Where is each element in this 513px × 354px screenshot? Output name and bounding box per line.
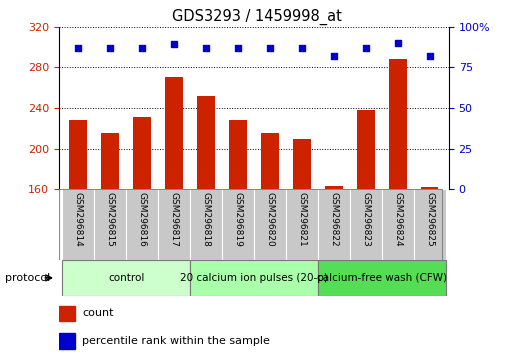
Point	[138, 45, 146, 51]
Bar	[190, 260, 318, 296]
Text: control: control	[108, 273, 144, 283]
Point	[74, 45, 82, 51]
Bar	[357, 110, 374, 189]
Text: calcium-free wash (CFW): calcium-free wash (CFW)	[317, 273, 447, 283]
Bar	[133, 117, 151, 189]
Bar	[126, 189, 158, 260]
Bar	[165, 78, 183, 189]
Text: GSM296819: GSM296819	[233, 192, 243, 246]
Text: GSM296817: GSM296817	[169, 192, 179, 246]
Point	[393, 40, 402, 46]
Text: GSM296824: GSM296824	[393, 192, 402, 246]
Bar	[350, 189, 382, 260]
Bar	[293, 138, 311, 189]
Bar	[254, 189, 286, 260]
Point	[362, 45, 370, 51]
Bar	[382, 189, 413, 260]
Text: 20 calcium ion pulses (20-p): 20 calcium ion pulses (20-p)	[180, 273, 328, 283]
Bar	[413, 189, 446, 260]
Bar	[389, 59, 406, 189]
Text: count: count	[83, 308, 114, 318]
Bar	[94, 189, 126, 260]
Bar	[197, 96, 215, 189]
Point	[266, 45, 274, 51]
Text: GSM296822: GSM296822	[329, 192, 339, 246]
Text: GSM296815: GSM296815	[106, 192, 114, 246]
Text: GSM296820: GSM296820	[265, 192, 274, 246]
Bar	[102, 133, 119, 189]
Text: GSM296823: GSM296823	[361, 192, 370, 246]
Text: GDS3293 / 1459998_at: GDS3293 / 1459998_at	[171, 9, 342, 25]
Bar	[190, 189, 222, 260]
Point	[202, 45, 210, 51]
Text: protocol: protocol	[5, 273, 50, 283]
Point	[106, 45, 114, 51]
Bar	[158, 189, 190, 260]
Bar	[222, 189, 254, 260]
Bar	[59, 333, 74, 348]
Text: GSM296818: GSM296818	[202, 192, 210, 246]
Bar	[62, 189, 94, 260]
Bar	[59, 306, 74, 321]
Bar	[62, 260, 190, 296]
Text: percentile rank within the sample: percentile rank within the sample	[83, 336, 270, 346]
Point	[234, 45, 242, 51]
Bar	[229, 120, 247, 189]
Bar	[286, 189, 318, 260]
Point	[330, 53, 338, 59]
Bar	[261, 133, 279, 189]
Text: GSM296814: GSM296814	[74, 192, 83, 246]
Bar	[69, 120, 87, 189]
Text: GSM296825: GSM296825	[425, 192, 434, 246]
Point	[170, 42, 178, 47]
Point	[426, 53, 434, 59]
Point	[298, 45, 306, 51]
Bar	[318, 189, 350, 260]
Text: GSM296821: GSM296821	[298, 192, 306, 246]
Bar	[318, 260, 446, 296]
Bar	[421, 187, 439, 189]
Text: GSM296816: GSM296816	[137, 192, 147, 246]
Bar	[325, 186, 343, 189]
